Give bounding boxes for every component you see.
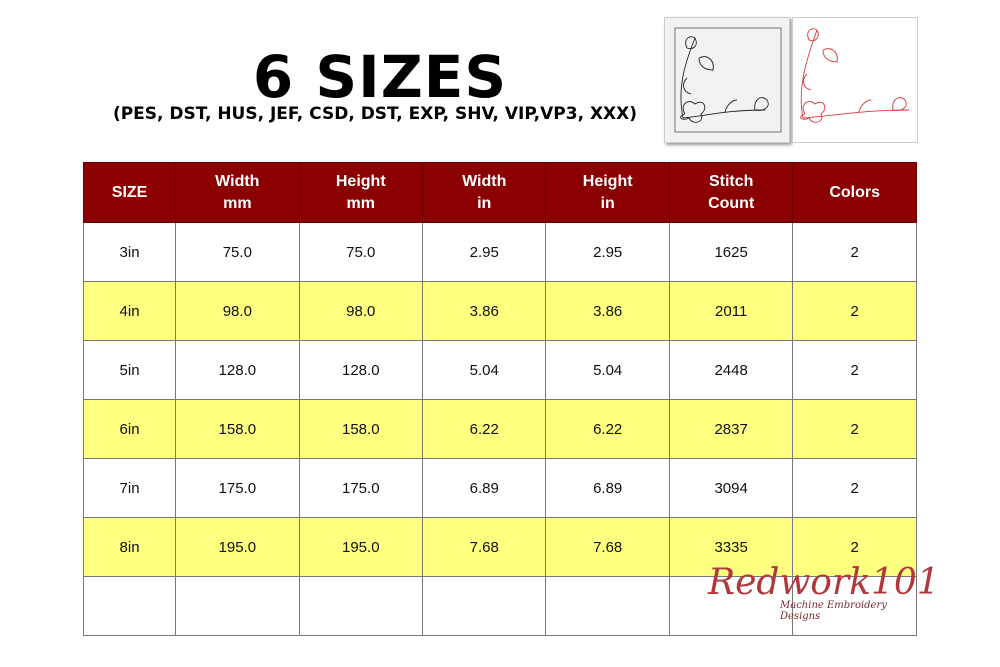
table-cell: 7.68	[422, 517, 547, 577]
table-cell	[545, 576, 670, 636]
column-header: Colors	[792, 162, 917, 223]
column-header-text: Height	[582, 172, 633, 190]
table-cell: 6.22	[545, 399, 670, 459]
table-header-row: SIZE Width mm Height mm Width in Height in Stitch…	[82, 162, 917, 223]
table-cell: 195.0	[298, 517, 424, 577]
table-cell: 175.0	[298, 458, 424, 518]
table-cell	[298, 576, 424, 636]
table-cell: 2837	[668, 399, 794, 459]
table-cell: 6.89	[545, 458, 670, 518]
table-cell	[82, 576, 177, 636]
table-cell: 158.0	[298, 399, 424, 459]
table-cell: 5in	[82, 340, 177, 400]
table-cell	[668, 576, 794, 636]
table-cell: 2	[792, 222, 917, 282]
table-cell: 6.89	[422, 458, 547, 518]
table-row: 3in 75.0 75.0 2.95 2.95 1625 2	[82, 222, 917, 282]
table-cell	[792, 576, 917, 636]
table-cell: 2	[792, 517, 917, 577]
table-row: 4in 98.0 98.0 3.86 3.86 2011 2	[82, 281, 917, 341]
table-cell: 128.0	[175, 340, 300, 400]
table-row: 6in 158.0 158.0 6.22 6.22 2837 2	[82, 399, 917, 459]
brand-logo: Redwork101 Machine Embroidery Designs	[700, 562, 940, 622]
table-cell: 98.0	[175, 281, 300, 341]
column-header-text: in	[600, 194, 615, 212]
table-cell: 2.95	[545, 222, 670, 282]
table-cell: 175.0	[175, 458, 300, 518]
column-header-text: mm	[346, 194, 375, 212]
table-cell: 3094	[668, 458, 794, 518]
column-header: Height mm	[298, 162, 424, 223]
design-preview-stitched	[664, 17, 790, 143]
table-cell: 6in	[82, 399, 177, 459]
design-preview-redwork	[792, 17, 918, 143]
page-title: 6 SIZES	[252, 43, 508, 111]
table-row	[82, 576, 917, 636]
column-header: SIZE	[82, 162, 177, 223]
table-cell: 195.0	[175, 517, 300, 577]
column-header-text: Height	[335, 172, 386, 190]
column-header-text: Count	[708, 194, 755, 212]
table-cell: 4in	[82, 281, 177, 341]
table-cell: 2448	[668, 340, 794, 400]
table-cell: 2	[792, 281, 917, 341]
table-cell: 75.0	[298, 222, 424, 282]
table-cell: 2	[792, 399, 917, 459]
column-header: Width in	[422, 162, 547, 223]
column-header-text: Width	[215, 172, 260, 190]
table-cell: 3in	[82, 222, 177, 282]
column-header-text: Width	[462, 172, 507, 190]
table-cell: 128.0	[298, 340, 424, 400]
column-header: Width mm	[175, 162, 300, 223]
table-cell: 98.0	[298, 281, 424, 341]
column-header-text: in	[477, 194, 492, 212]
table-cell: 1625	[668, 222, 794, 282]
column-header-text: mm	[223, 194, 252, 212]
table-cell	[422, 576, 547, 636]
table-cell: 2	[792, 458, 917, 518]
column-header: Height in	[545, 162, 670, 223]
table-cell	[175, 576, 300, 636]
table-cell: 2011	[668, 281, 794, 341]
table-row: 5in 128.0 128.0 5.04 5.04 2448 2	[82, 340, 917, 400]
table-cell: 75.0	[175, 222, 300, 282]
logo-tagline: Machine Embroidery Designs	[780, 600, 887, 622]
logo-name: Redwork101	[708, 562, 940, 603]
table-cell: 7in	[82, 458, 177, 518]
table-cell: 7.68	[545, 517, 670, 577]
column-header: Stitch Count	[668, 162, 794, 223]
table-cell: 3.86	[422, 281, 547, 341]
table-cell: 5.04	[545, 340, 670, 400]
column-header-text: Stitch	[708, 172, 754, 190]
table-cell: 5.04	[422, 340, 547, 400]
table-row: 7in 175.0 175.0 6.89 6.89 3094 2	[82, 458, 917, 518]
table-cell: 8in	[82, 517, 177, 577]
size-table: SIZE Width mm Height mm Width in Height in Stitch…	[82, 162, 917, 636]
table-cell: 3.86	[545, 281, 670, 341]
table-cell: 2.95	[422, 222, 547, 282]
table-cell: 158.0	[175, 399, 300, 459]
column-header-text: Colors	[829, 183, 881, 201]
table-cell: 6.22	[422, 399, 547, 459]
column-header-text: SIZE	[111, 183, 148, 201]
file-formats: (PES, DST, HUS, JEF, CSD, DST, EXP, SHV,…	[112, 104, 638, 124]
table-cell: 2	[792, 340, 917, 400]
